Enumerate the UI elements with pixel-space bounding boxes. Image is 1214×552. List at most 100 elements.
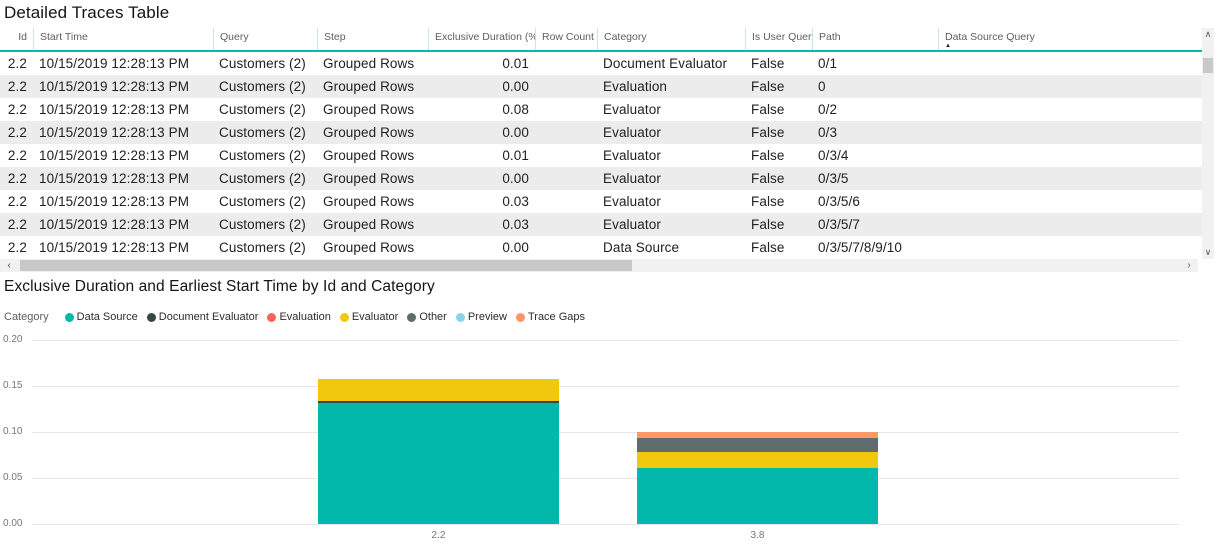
table-cell: Grouped Rows [323,102,415,117]
legend-title: Category [4,311,49,323]
table-row[interactable]: 2.2 10/15/2019 12:28:13 PM Customers (2) Gr… [0,190,1202,213]
x-axis-tick-label: 2.2 [431,530,446,541]
table-cell: 2.2 [7,171,27,186]
column-header-start-time[interactable]: Start Time [33,28,213,50]
table-row[interactable]: 2.2 10/15/2019 12:28:13 PM Customers (2) Gr… [0,144,1202,167]
bar-segment-evaluator-2-2[interactable] [318,379,559,401]
table-cell [938,121,1202,144]
legend-item-label: Evaluator [351,311,399,323]
table-cell: 0/3/5/7/8/9/10 [818,240,902,255]
table-cell: 0 [818,79,826,94]
table-cell: Customers (2) [219,148,306,163]
column-header-category[interactable]: Category [597,28,745,50]
table-cell: Grouped Rows [323,194,415,209]
legend-item-preview[interactable]: Preview [455,311,507,323]
table-row[interactable]: 2.2 10/15/2019 12:28:13 PM Customers (2) Gr… [0,52,1202,75]
table-cell: Customers (2) [219,56,306,71]
table-cell: Grouped Rows [323,79,415,94]
column-header-id[interactable]: Id [0,28,33,50]
table-cell [938,144,1202,167]
table-cell: 10/15/2019 12:28:13 PM [39,125,190,140]
table-cell: False [751,56,785,71]
table-cell [535,213,597,236]
scroll-right-icon[interactable]: › [1182,259,1196,272]
legend-item-data-source[interactable]: Data Source [64,311,138,323]
column-header-step[interactable]: Step [317,28,428,50]
gridline [32,340,1179,341]
column-header-label: Data Source Query [945,31,1035,43]
table-cell: Evaluator [603,125,661,140]
column-header-label: Start Time [40,31,88,43]
legend-dot-icon [407,312,417,322]
y-axis-tick-label: 0.15 [3,380,23,391]
table-cell: 0.01 [502,56,529,71]
table-cell: 2.2 [7,56,27,71]
table-cell: Grouped Rows [323,240,415,255]
legend-item-other[interactable]: Other [407,311,447,323]
table-row[interactable]: 2.2 10/15/2019 12:28:13 PM Customers (2) Gr… [0,213,1202,236]
legend-dot-icon [339,312,349,322]
bar-segment-data-source-3-8[interactable] [637,468,878,524]
bar-segment-other-3-8[interactable] [637,438,878,452]
scroll-left-icon[interactable]: ‹ [2,259,16,272]
scroll-up-icon[interactable]: ∧ [1202,28,1214,41]
legend-item-trace-gaps[interactable]: Trace Gaps [515,311,585,323]
table-cell: 0.00 [502,171,529,186]
table-cell [535,75,597,98]
table-cell: 0/3/4 [818,148,849,163]
table-cell: 0/1 [818,56,838,71]
gridline [32,432,1179,433]
y-axis-tick-label: 0.10 [3,426,23,437]
table-body: 2.2 10/15/2019 12:28:13 PM Customers (2) Gr… [0,52,1202,259]
table-title: Detailed Traces Table [4,3,170,22]
legend-dot-icon [64,312,74,322]
table-cell: 0.03 [502,194,529,209]
legend-item-evaluation[interactable]: Evaluation [267,311,331,323]
horizontal-scrollbar-thumb[interactable] [20,260,632,271]
column-header-label: Exclusive Duration (%) [435,31,535,43]
table-cell: 0/2 [818,102,838,117]
column-header-is-user-query[interactable]: Is User Query [745,28,812,50]
horizontal-scrollbar[interactable]: ‹ › [0,259,1198,272]
table-row[interactable]: 2.2 10/15/2019 12:28:13 PM Customers (2) Gr… [0,75,1202,98]
table-cell [535,190,597,213]
legend-item-label: Document Evaluator [158,311,259,323]
table-row[interactable]: 2.2 10/15/2019 12:28:13 PM Customers (2) Gr… [0,236,1202,259]
table-cell [938,98,1202,121]
column-header-row-count[interactable]: Row Count [535,28,597,50]
table-cell: 10/15/2019 12:28:13 PM [39,148,190,163]
legend-item-document-evaluator[interactable]: Document Evaluator [146,311,259,323]
scroll-down-icon[interactable]: ∨ [1202,246,1214,259]
table-cell: 2.2 [7,125,27,140]
bar-segment-document-evaluator-2-2[interactable] [318,401,559,403]
column-header-exclusive-duration[interactable]: Exclusive Duration (%) [428,28,535,50]
table-cell: 2.2 [7,240,27,255]
legend-item-evaluator[interactable]: Evaluator [339,311,399,323]
table-cell: Customers (2) [219,125,306,140]
table-cell: False [751,125,785,140]
bar-segment-trace-gaps-3-8[interactable] [637,432,878,438]
bar-segment-data-source-2-2[interactable] [318,403,559,524]
table-row[interactable]: 2.2 10/15/2019 12:28:13 PM Customers (2) Gr… [0,121,1202,144]
table-cell: Grouped Rows [323,125,415,140]
column-header-query[interactable]: Query [213,28,317,50]
bar-segment-evaluator-3-8[interactable] [637,452,878,468]
gridline [32,524,1179,525]
vertical-scrollbar-thumb[interactable] [1203,58,1213,73]
legend-item-label: Other [419,311,447,323]
column-header-data-source-query[interactable]: Data Source Query ▲ [938,28,1202,50]
table-row[interactable]: 2.2 10/15/2019 12:28:13 PM Customers (2) Gr… [0,167,1202,190]
legend-dot-icon [455,312,465,322]
table-row[interactable]: 2.2 10/15/2019 12:28:13 PM Customers (2) Gr… [0,98,1202,121]
table-cell [938,190,1202,213]
column-header-path[interactable]: Path [812,28,938,50]
table-cell: 0.00 [502,79,529,94]
table-cell: False [751,148,785,163]
column-header-label: Step [324,31,346,43]
table-cell: Customers (2) [219,217,306,232]
table-cell: 2.2 [7,217,27,232]
table-cell: 10/15/2019 12:28:13 PM [39,217,190,232]
column-header-label: Category [604,31,647,43]
vertical-scrollbar[interactable]: ∧ ∨ [1202,28,1214,259]
